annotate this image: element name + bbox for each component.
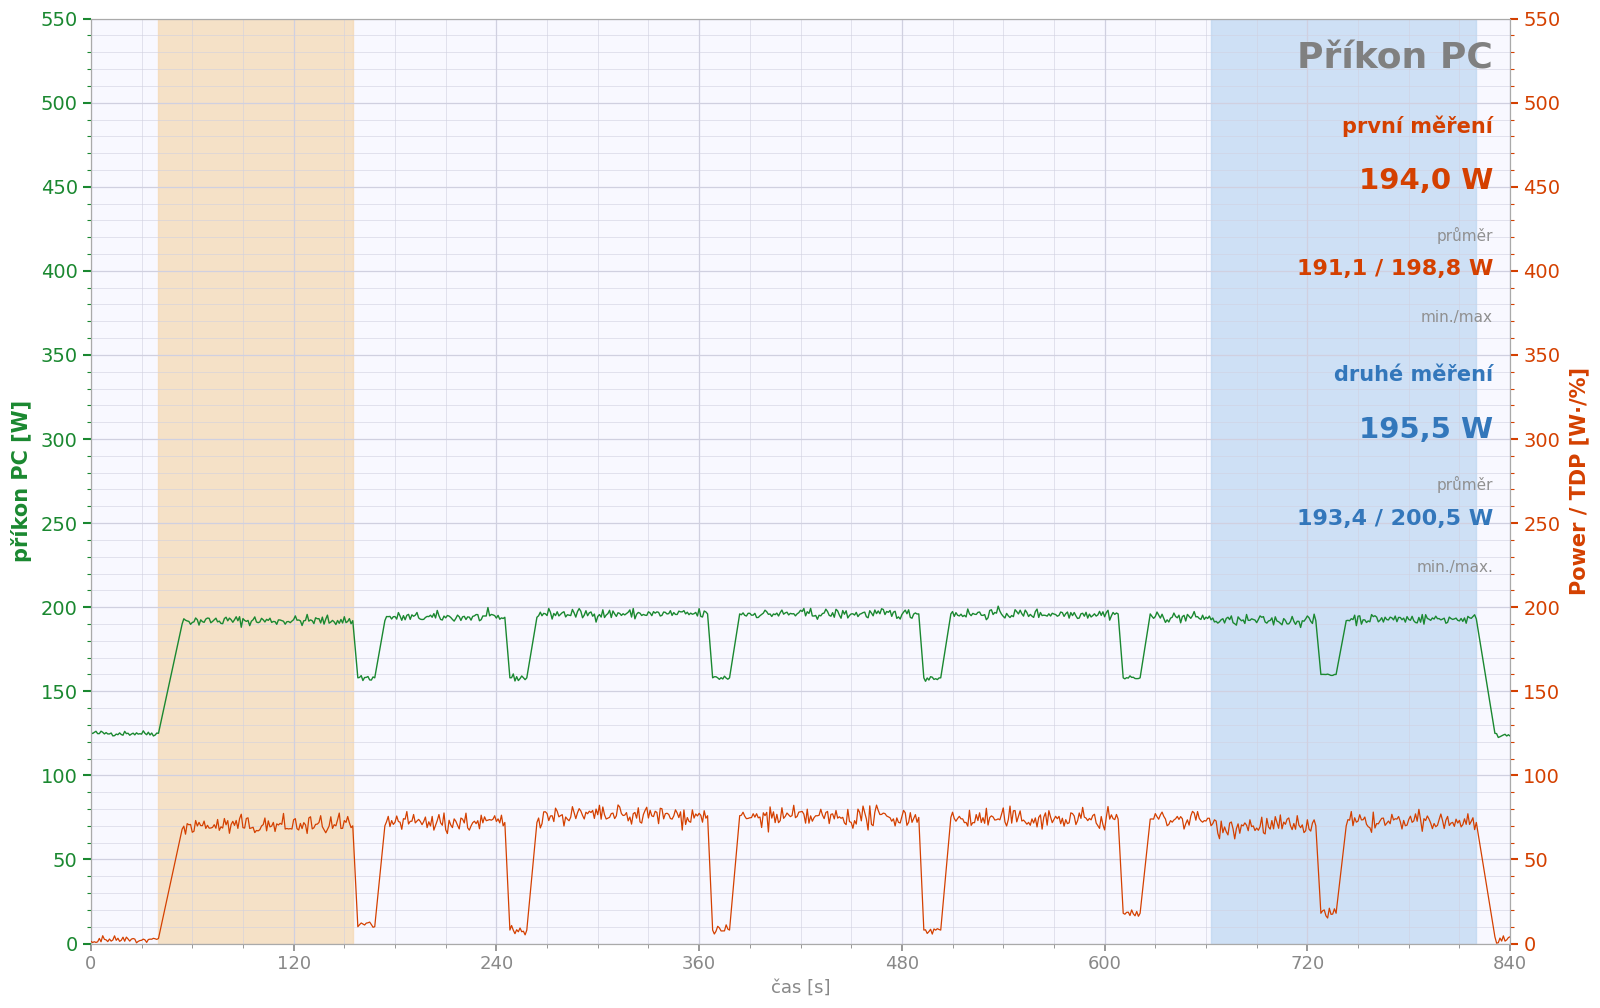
Y-axis label: Power / TDP [W·/%]: Power / TDP [W·/%]: [1570, 367, 1589, 595]
Text: první měření: první měření: [1342, 116, 1493, 137]
Text: průměr: průměr: [1437, 477, 1493, 494]
Text: 195,5 W: 195,5 W: [1358, 416, 1493, 445]
Text: druhé měření: druhé měření: [1334, 366, 1493, 385]
Y-axis label: příkon PC [W]: příkon PC [W]: [11, 400, 32, 562]
Text: min./max.: min./max.: [1416, 559, 1493, 575]
Text: průměr: průměr: [1437, 227, 1493, 244]
Bar: [1211, 18, 1477, 943]
Text: min./max: min./max: [1421, 309, 1493, 325]
Text: 194,0 W: 194,0 W: [1358, 166, 1493, 195]
Text: Příkon PC: Příkon PC: [1298, 41, 1493, 76]
Bar: [158, 18, 352, 943]
X-axis label: čas [s]: čas [s]: [771, 979, 830, 997]
Text: 193,4 / 200,5 W: 193,4 / 200,5 W: [1298, 509, 1493, 529]
Text: 191,1 / 198,8 W: 191,1 / 198,8 W: [1296, 259, 1493, 279]
